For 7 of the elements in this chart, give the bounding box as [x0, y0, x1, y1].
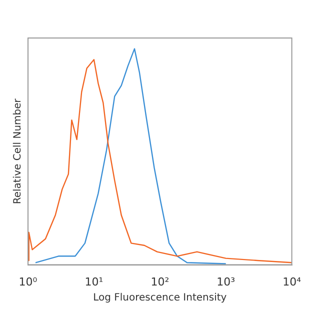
x-tick-label: 10⁰ [18, 275, 38, 288]
x-tick-label: 10⁴ [282, 275, 302, 288]
x-tick-label: 10² [150, 275, 170, 288]
x-tick-label: 10¹ [84, 275, 104, 288]
x-axis-title: Log Fluorescence Intensity [93, 292, 227, 304]
y-axis-title: Relative Cell Number [12, 98, 24, 204]
x-tick-label: 10³ [216, 275, 236, 288]
